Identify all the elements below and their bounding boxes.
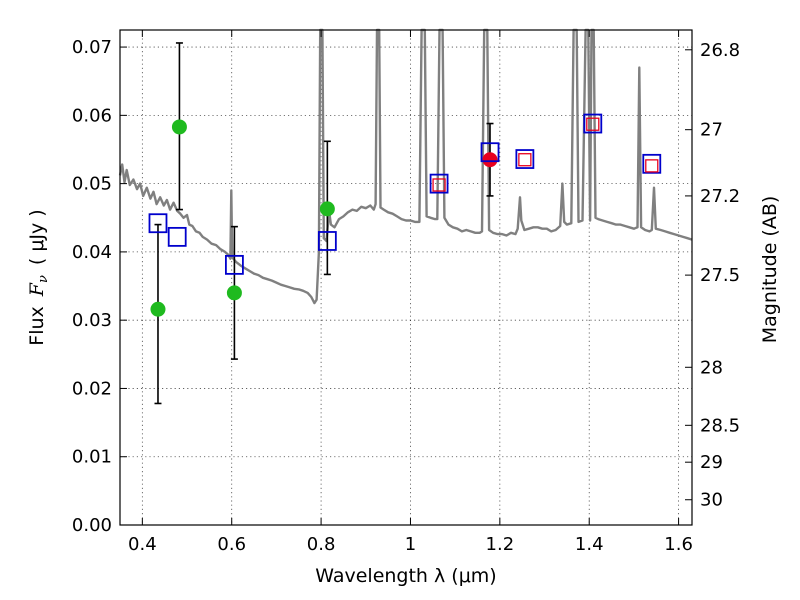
limit-point: [432, 178, 446, 192]
y-axis-label-symbol: F: [26, 282, 48, 297]
right-tick-label: 27.5: [700, 265, 740, 286]
plot-frame: [119, 29, 693, 526]
markers: [148, 113, 662, 317]
right-tick-label: 28.5: [700, 415, 740, 436]
model-point: [642, 153, 662, 174]
right-tick-label: 29: [700, 452, 723, 473]
data-point: [150, 301, 166, 317]
data-point: [482, 152, 498, 168]
limit-point: [645, 159, 659, 173]
model-point: [480, 142, 500, 163]
model-point: [317, 231, 337, 251]
data-point: [226, 285, 242, 301]
right-tick-label: 27: [700, 120, 723, 141]
x-tick-label: 0.4: [128, 534, 157, 555]
y-tick-label: 0.00: [72, 515, 112, 536]
right-tick-label: 30: [700, 490, 723, 511]
model-point: [583, 113, 603, 134]
x-tick-label: 0.6: [217, 534, 246, 555]
x-axis-label: Wavelength λ (μm): [315, 565, 496, 587]
y-tick-label: 0.01: [72, 447, 112, 468]
model-point: [167, 226, 187, 247]
x-tick-label: 1.6: [664, 534, 693, 555]
grid: [120, 30, 692, 526]
right-tick-label: 28: [700, 357, 723, 378]
limit-point: [518, 153, 532, 167]
y-tick-label: 0.07: [72, 37, 112, 58]
right-axis-label: Magnitude (AB): [759, 196, 781, 344]
data-point: [319, 201, 335, 217]
y-axis-label: Flux Fν ( μJy ): [26, 209, 51, 345]
sed-model-line: [118, 28, 693, 305]
right-tick-label: 26.8: [700, 40, 740, 61]
y-tick-label: 0.06: [72, 105, 112, 126]
model-point: [429, 173, 449, 194]
y-tick-label: 0.02: [72, 378, 112, 399]
x-tick-label: 1: [405, 534, 416, 555]
x-tick-label: 0.8: [307, 534, 336, 555]
y-tick-label: 0.05: [72, 174, 112, 195]
data-point: [171, 119, 187, 135]
sed-layer: [118, 28, 693, 305]
model-point: [515, 149, 535, 169]
limit-point: [586, 117, 600, 131]
y-axis-label-symbol-sub: ν: [36, 275, 51, 283]
y-axis-label-units: ( μJy ): [26, 209, 48, 265]
model-point: [148, 213, 168, 234]
x-tick-label: 1.4: [575, 534, 604, 555]
model-point: [224, 254, 244, 275]
y-tick-label: 0.03: [72, 310, 112, 331]
ticks: 0.4 0.6 0.8 1 1.2 1.4 1.6 0.00 0.01 0.02 0.03 0.04 0…: [72, 30, 740, 555]
y-tick-label: 0.04: [72, 242, 112, 263]
x-tick-label: 1.2: [486, 534, 515, 555]
right-tick-label: 27.2: [700, 186, 740, 207]
y-axis-label-prefix: Flux: [26, 306, 48, 346]
